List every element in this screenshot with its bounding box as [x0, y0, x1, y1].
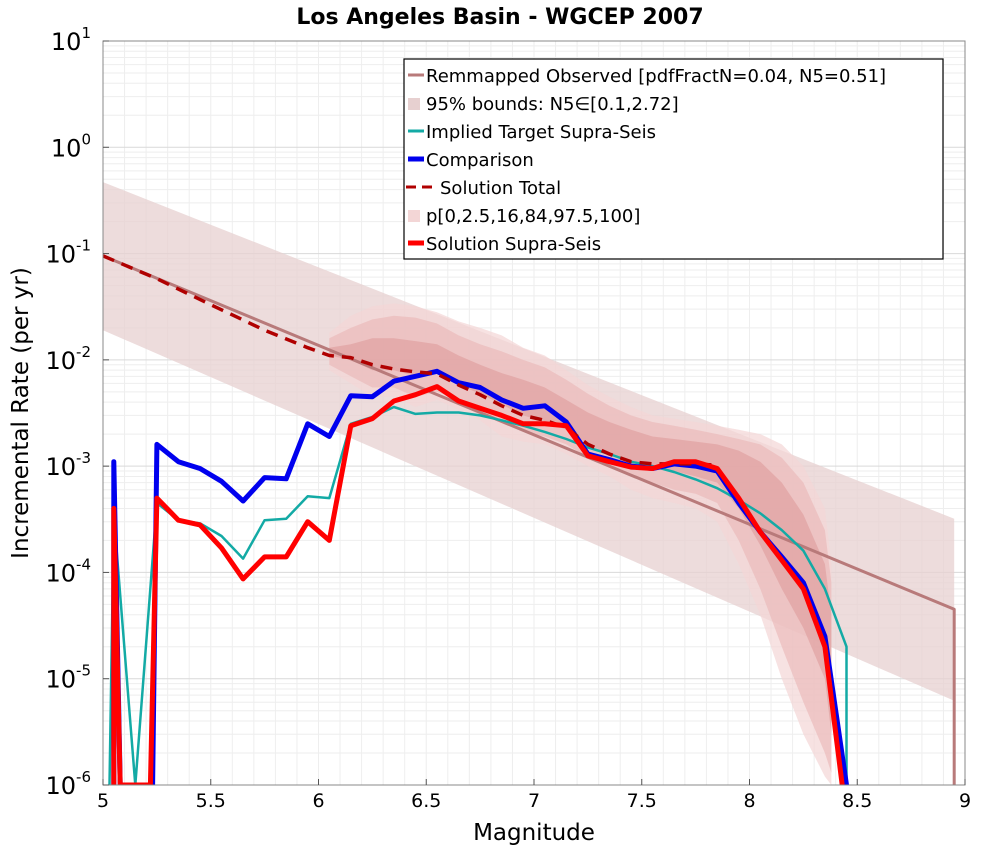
x-tick-label: 7.5 — [627, 790, 657, 812]
series-line-0 — [103, 254, 956, 785]
x-tick-label: 9 — [959, 790, 971, 812]
y-tick-label: 10-5 — [45, 662, 91, 694]
legend-swatch-5 — [408, 210, 420, 222]
legend-label-6: Solution Supra-Seis — [426, 234, 601, 255]
series-lines — [103, 254, 956, 785]
x-tick-label: 8 — [743, 790, 755, 812]
legend-label-2: Implied Target Supra-Seis — [426, 122, 656, 143]
x-tick-label: 5 — [97, 790, 109, 812]
legend-label-1: 95% bounds: N5∈[0.1,2.72] — [426, 94, 679, 115]
y-tick-label: 10-2 — [45, 343, 91, 375]
legend: Remmapped Observed [pdfFractN=0.04, N5=0… — [403, 58, 944, 260]
x-axis-label: Magnitude — [473, 820, 595, 846]
x-tick-label: 5.5 — [196, 790, 226, 812]
legend-label-4: Solution Total — [440, 178, 561, 199]
legend-label-5: p[0,2.5,16,84,97.5,100] — [426, 206, 640, 227]
percentile-band-16-84 — [329, 338, 832, 735]
y-tick-label: 101 — [51, 24, 91, 56]
y-axis-label: Incremental Rate (per yr) — [8, 267, 34, 559]
legend-label-0: Remmapped Observed [pdfFractN=0.04, N5=0… — [426, 66, 886, 87]
x-tick-label: 7 — [528, 790, 540, 812]
legend-label-3: Comparison — [426, 150, 534, 171]
legend-box — [403, 58, 944, 260]
y-tick-label: 10-1 — [45, 237, 91, 269]
y-tick-label: 10-3 — [45, 449, 91, 481]
axis-ticks: 5 5.5 6 6.5 7 7.5 8 8.5 9 101 100 10-1 10-2 10-3 10-4 1… — [45, 24, 971, 812]
legend-swatch-1 — [408, 98, 420, 110]
percentile-band-0-100 — [329, 303, 832, 785]
series-line-4 — [111, 384, 845, 785]
y-tick-label: 10-4 — [45, 555, 91, 587]
x-tick-label: 6.5 — [411, 790, 441, 812]
x-tick-label: 8.5 — [842, 790, 872, 812]
chart-title: Los Angeles Basin - WGCEP 2007 — [296, 5, 703, 30]
y-tick-label: 100 — [51, 130, 91, 162]
y-tick-label: 10-6 — [45, 768, 91, 800]
uncertainty-bands — [103, 182, 955, 785]
x-tick-label: 6 — [312, 790, 324, 812]
